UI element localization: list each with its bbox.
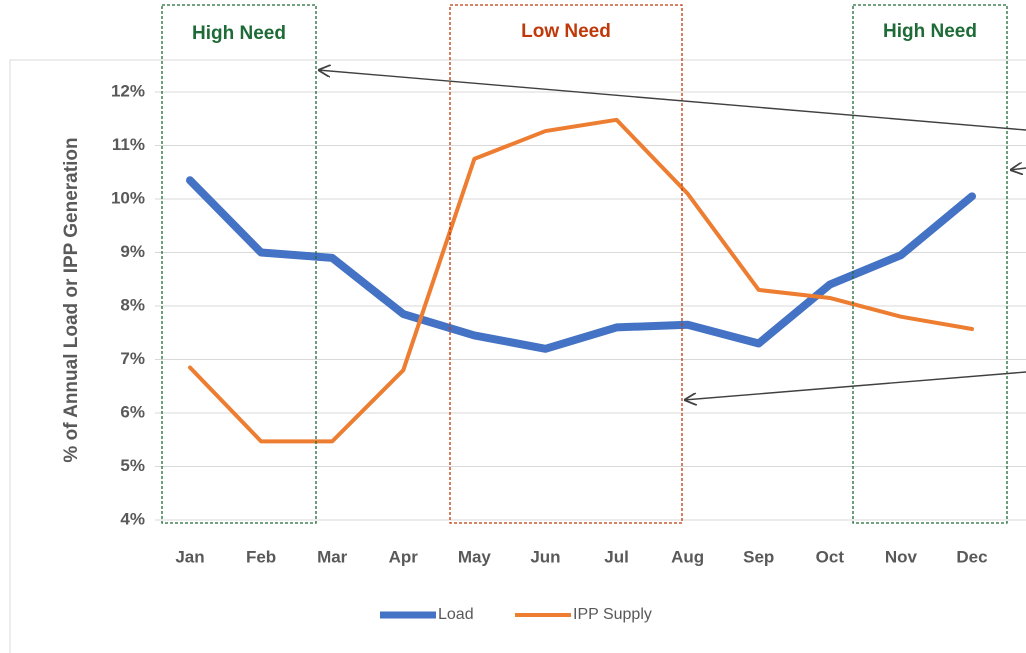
x-tick-label: Dec (956, 547, 987, 566)
x-tick-label: Aug (671, 547, 704, 566)
x-tick-label: Sep (743, 547, 774, 566)
legend-label: IPP Supply (573, 606, 652, 623)
arrow (1010, 168, 1026, 170)
y-tick-label: 6% (120, 402, 145, 421)
chart-frame (9, 59, 1026, 653)
legend-label: Load (438, 606, 474, 623)
x-tick-label: Apr (389, 547, 419, 566)
y-axis-title: % of Annual Load or IPP Generation (61, 137, 82, 462)
x-tick-label: May (458, 547, 492, 566)
x-tick-label: Mar (317, 547, 348, 566)
y-tick-label: 11% (112, 135, 145, 154)
plot-area: 4% 5% 6% 7% 8% 9% 10% 11% 12% Jan Feb Mar Apr May Jun J… (111, 81, 1026, 566)
y-tick-label: 4% (120, 509, 145, 528)
y-tick-label: 7% (120, 349, 145, 368)
x-tick-label: Jul (604, 547, 629, 566)
highlight-box (449, 4, 683, 524)
series-line (186, 176, 976, 353)
y-tick-label: 9% (120, 242, 145, 261)
x-tick-label: Nov (885, 547, 918, 566)
y-tick-label: 10% (111, 188, 145, 207)
highlight-box (161, 4, 317, 524)
series-line (188, 117, 974, 444)
x-tick-label: Jun (530, 547, 560, 566)
y-tick-label: 8% (120, 295, 145, 314)
annotation: High Need (192, 23, 286, 44)
x-tick-label: Jan (175, 547, 204, 566)
x-tick-label: Feb (246, 547, 276, 566)
annotation: High Need (883, 21, 977, 42)
y-tick-label: 12% (111, 81, 145, 100)
x-tick-label: Oct (816, 547, 845, 566)
highlight-box (852, 4, 1008, 524)
arrow (318, 70, 1026, 131)
y-tick-label: 5% (120, 456, 145, 475)
annotation: Low Need (521, 21, 611, 42)
arrow (684, 371, 1026, 400)
